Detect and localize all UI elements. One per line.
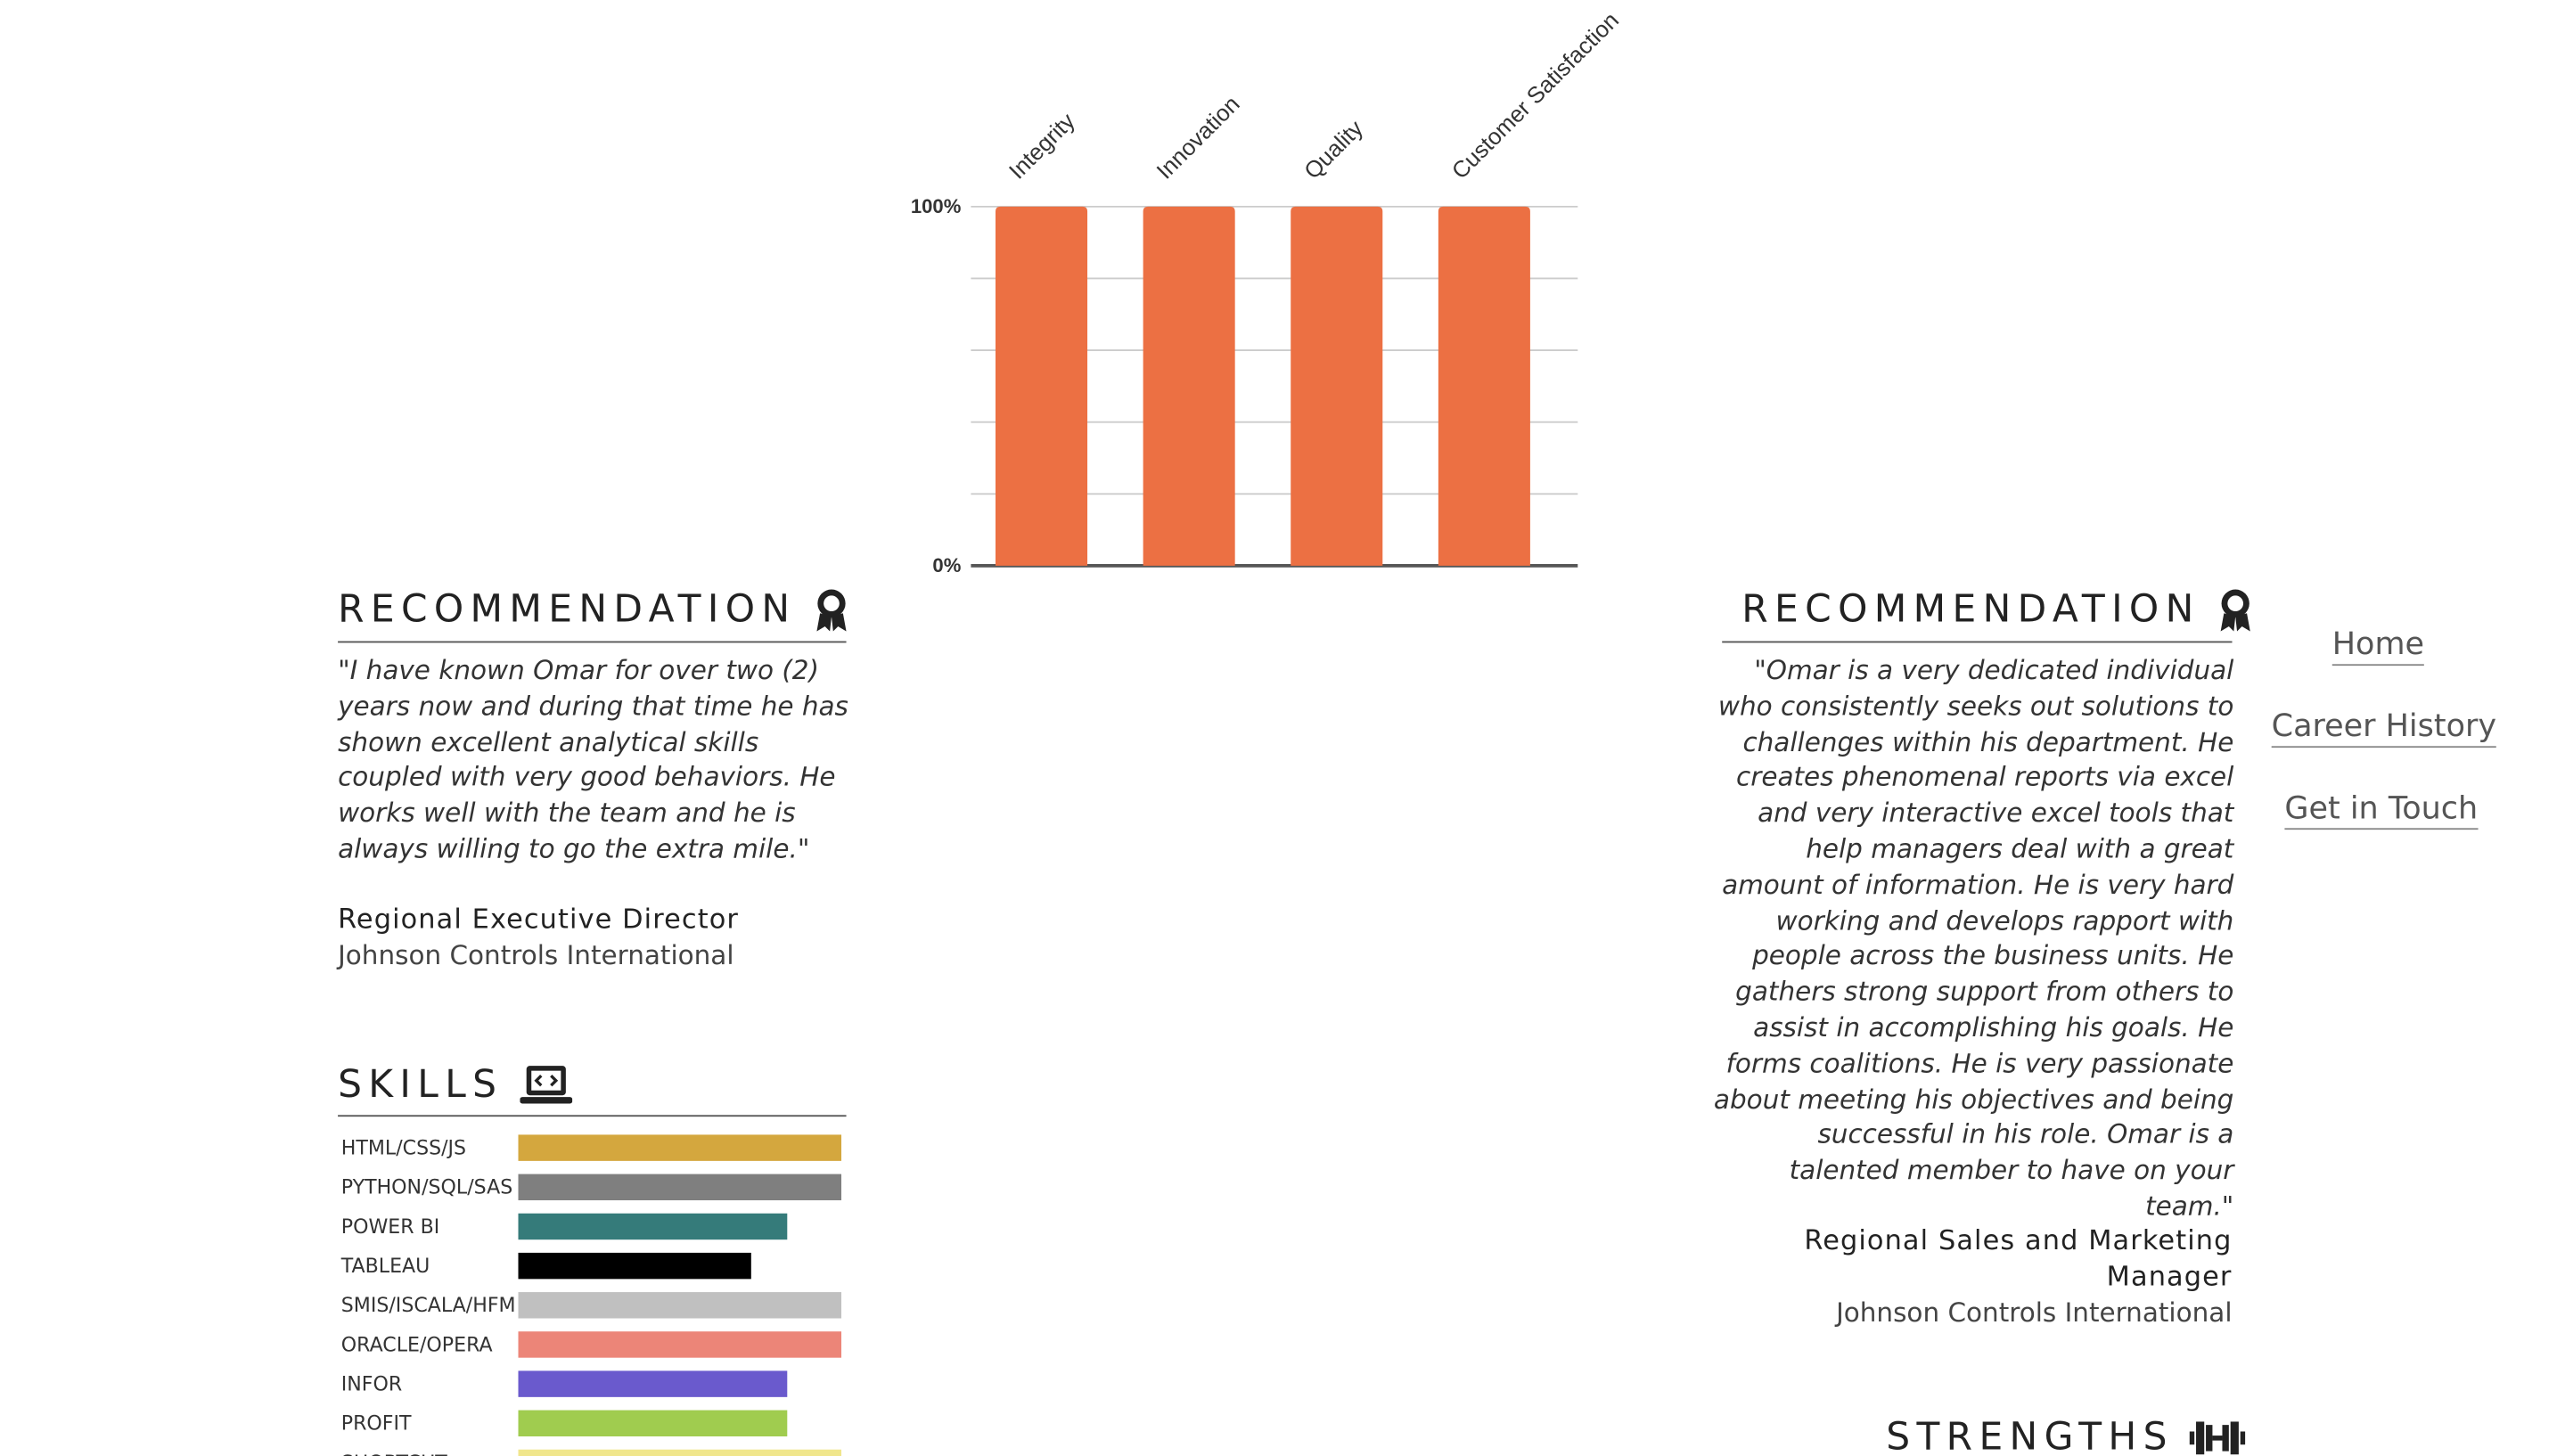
dumbbell-icon xyxy=(2190,1419,2246,1456)
chart-bar xyxy=(996,206,1088,566)
recommendation-heading-text: RECOMMENDATION xyxy=(338,588,797,632)
chart-category-label: Quality xyxy=(1299,116,1368,184)
recommendation-author-org-left: Johnson Controls International xyxy=(338,939,734,971)
skill-label: PROFIT xyxy=(340,1411,412,1436)
skill-level-bar xyxy=(518,1134,842,1161)
values-bar-chart: Integrity Innovation Quality Customer Satis… xyxy=(911,8,1624,577)
strengths-heading-text: STRENGTHS xyxy=(1886,1416,2174,1456)
skill-label: POWER BI xyxy=(340,1215,440,1239)
nav-link-home[interactable]: Home xyxy=(2331,625,2425,667)
skill-label: SHORTCUT xyxy=(341,1450,447,1456)
chart-category-label: Customer Satisfaction xyxy=(1447,8,1624,184)
skill-level-bar xyxy=(518,1174,842,1201)
skill-label: INFOR xyxy=(340,1372,403,1396)
chart-category-label: Innovation xyxy=(1152,92,1245,184)
skill-row: SMIS/ISCALA/HFM xyxy=(338,1292,846,1331)
chart-bar xyxy=(1143,206,1235,566)
skill-row: ORACLE/OPERA xyxy=(338,1331,846,1370)
skill-label: TABLEAU xyxy=(340,1254,430,1278)
skills-heading: SKILLS xyxy=(338,1062,572,1108)
skill-level-bar xyxy=(518,1252,751,1280)
skills-heading-text: SKILLS xyxy=(338,1064,504,1108)
skill-row: POWER BI xyxy=(338,1213,846,1253)
strengths-heading: STRENGTHS xyxy=(1886,1417,2246,1456)
skill-label: SMIS/ISCALA/HFM xyxy=(340,1293,516,1317)
skills-divider xyxy=(338,1115,847,1117)
skill-row: SHORTCUT xyxy=(338,1449,846,1456)
recommendation-author-title-right: Regional Sales and Marketing Manager xyxy=(1804,1224,2233,1293)
award-ribbon-icon xyxy=(2217,587,2252,634)
skill-row: PYTHON/SQL/SAS xyxy=(338,1174,846,1214)
recommendation-heading-text: RECOMMENDATION xyxy=(1741,588,2200,632)
skill-level-bar xyxy=(518,1370,788,1397)
recommendation-divider-left xyxy=(338,641,847,643)
laptop-code-icon xyxy=(519,1062,572,1108)
chart-bar xyxy=(1438,206,1530,566)
skill-level-bar xyxy=(518,1213,788,1240)
recommendation-heading-left: RECOMMENDATION xyxy=(338,587,848,634)
skill-row: INFOR xyxy=(338,1370,846,1410)
y-tick-label: 100% xyxy=(911,195,962,217)
skill-label: HTML/CSS/JS xyxy=(340,1136,467,1160)
skill-row: PROFIT xyxy=(338,1410,846,1450)
recommendation-quote-right: "Omar is a very dedicated individual who… xyxy=(1713,654,2234,1222)
recommendation-divider-right xyxy=(1722,641,2233,643)
skill-level-bar xyxy=(518,1292,842,1319)
skill-level-bar xyxy=(518,1449,842,1456)
recommendation-heading-right: RECOMMENDATION xyxy=(1741,587,2252,634)
recommendation-quote-left: "I have known Omar for over two (2) year… xyxy=(338,654,848,864)
skill-label: ORACLE/OPERA xyxy=(340,1333,493,1356)
nav-link-career-history[interactable]: Career History xyxy=(2271,707,2497,748)
recommendation-author-org-right: Johnson Controls International xyxy=(1836,1296,2233,1329)
y-tick-label: 0% xyxy=(932,554,961,577)
skill-level-bar xyxy=(518,1331,842,1358)
skill-row: TABLEAU xyxy=(338,1252,846,1292)
skill-level-bar xyxy=(518,1410,788,1437)
chart-category-label: Integrity xyxy=(1004,109,1080,184)
award-ribbon-icon xyxy=(813,587,848,634)
skill-row: HTML/CSS/JS xyxy=(338,1134,846,1174)
nav-link-get-in-touch[interactable]: Get in Touch xyxy=(2284,789,2479,830)
skill-label: PYTHON/SQL/SAS xyxy=(340,1175,513,1199)
recommendation-author-title-left: Regional Executive Director xyxy=(338,903,740,935)
chart-bar xyxy=(1291,206,1383,566)
